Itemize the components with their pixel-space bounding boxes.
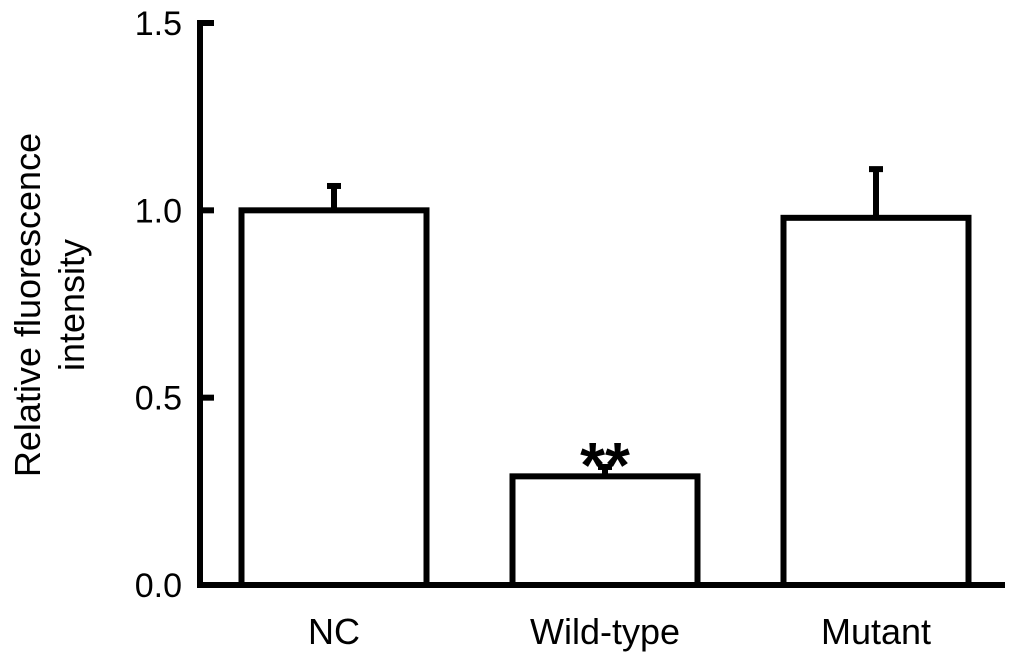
x-label-mutant: Mutant — [821, 611, 931, 652]
annotations-layer: ** — [580, 429, 630, 501]
bar-mutant — [780, 214, 972, 588]
y-tick-label-1.5: 1.5 — [135, 5, 182, 43]
x-labels-layer: NC Wild-type Mutant — [308, 611, 931, 652]
x-label-nc: NC — [308, 611, 360, 652]
y-axis-title-line-1: Relative fluorescence — [7, 133, 48, 477]
significance-marker-wild-type: ** — [580, 429, 630, 501]
y-tick-label-1.0: 1.0 — [135, 192, 182, 230]
y-axis-title-line-2: intensity — [51, 239, 92, 371]
y-tick-label-0.0: 0.0 — [135, 567, 182, 605]
x-label-wild-type: Wild-type — [530, 611, 680, 652]
y-tick-label-0.5: 0.5 — [135, 380, 182, 418]
bars-layer — [238, 166, 972, 589]
bar-nc — [238, 207, 430, 588]
y-ticks-layer: 0.0 0.5 1.0 1.5 — [135, 5, 214, 605]
y-axis-title: Relative fluorescence intensity — [7, 133, 92, 477]
axes-layer — [197, 20, 1005, 588]
bar-wild-type — [509, 473, 701, 589]
